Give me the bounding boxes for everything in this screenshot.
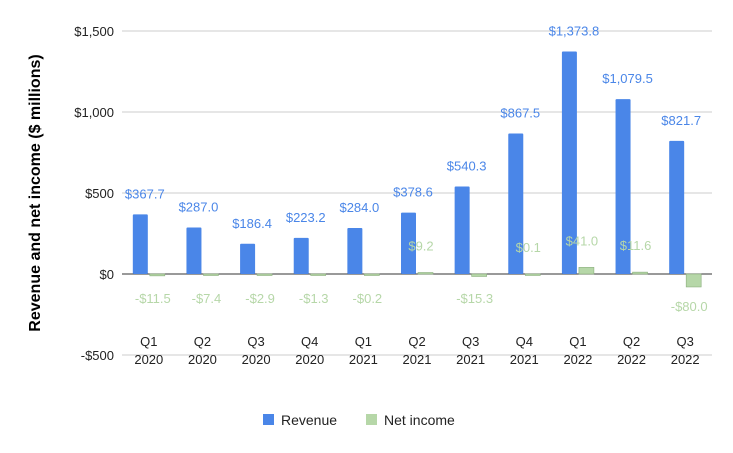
legend: Revenue Net income [263,412,455,428]
revenue-bar [240,243,256,274]
revenue-data-label: $284.0 [339,200,379,215]
net-income-bar [310,273,327,276]
net-income-bar [417,272,434,275]
y-axis-title: Revenue and net income ($ millions) [27,54,44,331]
revenue-data-label: $223.2 [286,210,326,225]
net-income-data-label: -$11.5 [135,291,171,306]
legend-swatch-revenue [263,414,274,425]
x-tick-label-quarter: Q2 [623,334,640,349]
net-income-data-label: -$15.3 [456,291,493,306]
net-income-bar [685,273,702,288]
x-tick-label-quarter: Q3 [677,334,694,349]
x-tick-label-quarter: Q3 [462,334,479,349]
revenue-bar [508,133,524,274]
x-tick-label-year: 2020 [134,352,163,367]
net-income-data-label: -$0.2 [353,291,383,306]
net-income-data-label: $9.2 [408,239,433,254]
net-income-bar [632,271,648,275]
net-income-data-label: $11.6 [620,238,652,253]
net-income-bar [471,273,487,277]
x-tick-label-year: 2022 [617,352,646,367]
net-income-bar [524,273,541,276]
data-labels: $367.7 -$11.5 $287.0 -$7.4 $186.4 -$2.9 $223.2… [125,23,708,314]
net-income-data-label: -$1.3 [299,291,329,306]
bars [132,51,702,288]
net-income-data-label: -$7.4 [192,291,222,306]
gridlines [122,30,712,356]
x-tick-label-year: 2022 [671,352,700,367]
net-income-data-label: $41.0 [566,233,599,248]
net-income-bar [149,273,166,277]
x-tick-label-quarter: Q4 [516,334,533,349]
x-tick-label-year: 2020 [188,352,217,367]
y-tick-label: $1,500 [74,24,114,39]
y-tick-label: $500 [85,186,114,201]
net-income-data-label: -$80.0 [671,299,708,314]
x-tick-label-year: 2020 [295,352,324,367]
x-tick-label-quarter: Q4 [301,334,318,349]
x-tick-label-quarter: Q3 [247,334,264,349]
revenue-data-label: $867.5 [500,105,540,120]
x-axis-ticks: Q1 2020 Q2 2020 Q3 2020 Q4 2020 Q1 2021 Q2 2021 Q3 20… [134,334,699,367]
x-tick-label-year: 2021 [510,352,539,367]
x-tick-label-quarter: Q1 [355,334,372,349]
net-income-data-label: $0.1 [516,240,541,255]
x-tick-label-year: 2022 [563,352,592,367]
x-tick-label-quarter: Q1 [140,334,157,349]
legend-label-revenue: Revenue [281,412,337,428]
legend-label-net-income: Net income [384,412,455,428]
x-tick-label-year: 2021 [456,352,485,367]
y-tick-label: $1,000 [74,105,114,120]
revenue-data-label: $1,079.5 [602,71,653,86]
revenue-bar [132,214,148,274]
revenue-data-label: $186.4 [232,216,272,231]
legend-swatch-net-income [366,414,377,425]
x-tick-label-year: 2021 [403,352,432,367]
y-axis-ticks: -$500 $0 $500 $1,000 $1,500 [74,24,114,363]
revenue-data-label: $540.3 [447,158,487,173]
revenue-data-label: $821.7 [661,113,701,128]
net-income-bar [578,267,595,275]
revenue-bar [615,99,631,274]
x-tick-label-quarter: Q2 [194,334,211,349]
revenue-bar [293,237,309,274]
net-income-data-label: -$2.9 [245,291,275,306]
x-tick-label-year: 2021 [349,352,378,367]
y-tick-label: -$500 [81,348,114,363]
net-income-bar [203,273,219,276]
y-tick-label: $0 [100,267,114,282]
revenue-bar [347,227,363,274]
revenue-bar [561,51,577,275]
revenue-bar [186,227,202,274]
revenue-data-label: $378.6 [393,185,433,200]
revenue-data-label: $1,373.8 [549,23,600,38]
x-tick-label-quarter: Q2 [408,334,425,349]
x-tick-label-year: 2020 [242,352,271,367]
revenue-data-label: $287.0 [179,200,219,215]
x-tick-label-quarter: Q1 [569,334,586,349]
net-income-bar [364,273,380,276]
revenue-bar [669,140,685,274]
revenue-bar [401,212,416,274]
net-income-bar [256,273,273,276]
revenue-bar [454,186,470,274]
revenue-data-label: $367.7 [125,186,165,201]
